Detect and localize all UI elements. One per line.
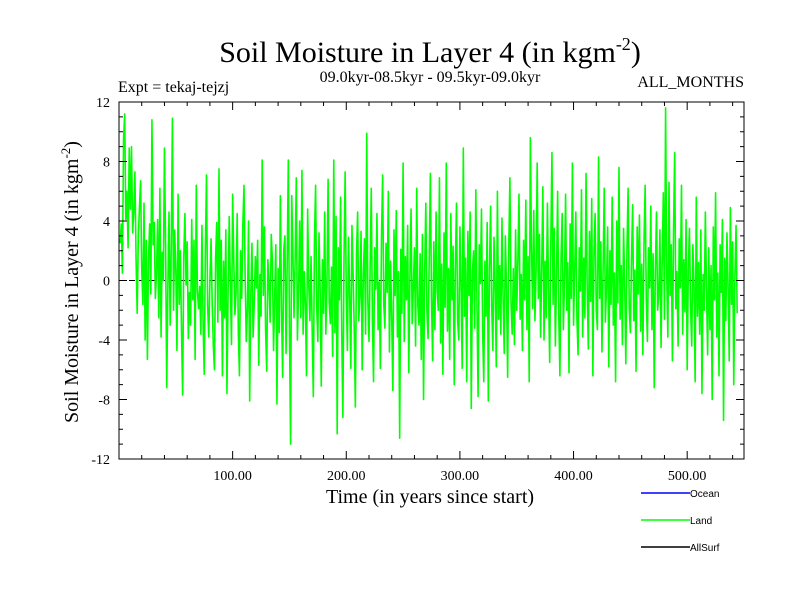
chart-title: Soil Moisture in Layer 4 (in kgm-2) (219, 34, 641, 69)
y-tick-label: 0 (103, 275, 110, 290)
subtitle-center: 09.0kyr-08.5kyr - 09.5kyr-09.0kyr (320, 69, 541, 86)
y-tick-label: -8 (98, 394, 110, 409)
x-tick-label: 300.00 (441, 469, 480, 484)
x-tick-label: 500.00 (668, 469, 707, 484)
legend-label-ocean: Ocean (690, 489, 719, 500)
plot-area: -12 -8 -4 0 4 8 12 100.00 200.00 300.00 400.00 500.… (91, 96, 745, 484)
y-tick-label: -12 (91, 453, 110, 468)
y-tick-label: -4 (98, 334, 110, 349)
series-line-land (119, 107, 738, 445)
legend: Ocean Land AllSurf (641, 489, 720, 554)
x-tick-label: 400.00 (554, 469, 593, 484)
y-tick-label: 12 (96, 96, 110, 111)
legend-label-land: Land (690, 516, 712, 527)
x-axis-label: Time (in years since start) (326, 486, 534, 508)
subtitle-right: ALL_MONTHS (637, 74, 744, 91)
y-tick-label: 4 (103, 215, 110, 230)
y-axis-label: Soil Moisture in Layer 4 (in kgm-2) (58, 141, 83, 423)
subtitle-left: Expt = tekaj-tejzj (118, 79, 229, 96)
y-tick-label: 8 (103, 156, 110, 171)
legend-label-allsurf: AllSurf (690, 543, 720, 554)
x-tick-label: 200.00 (327, 469, 366, 484)
x-tick-label: 100.00 (213, 469, 252, 484)
